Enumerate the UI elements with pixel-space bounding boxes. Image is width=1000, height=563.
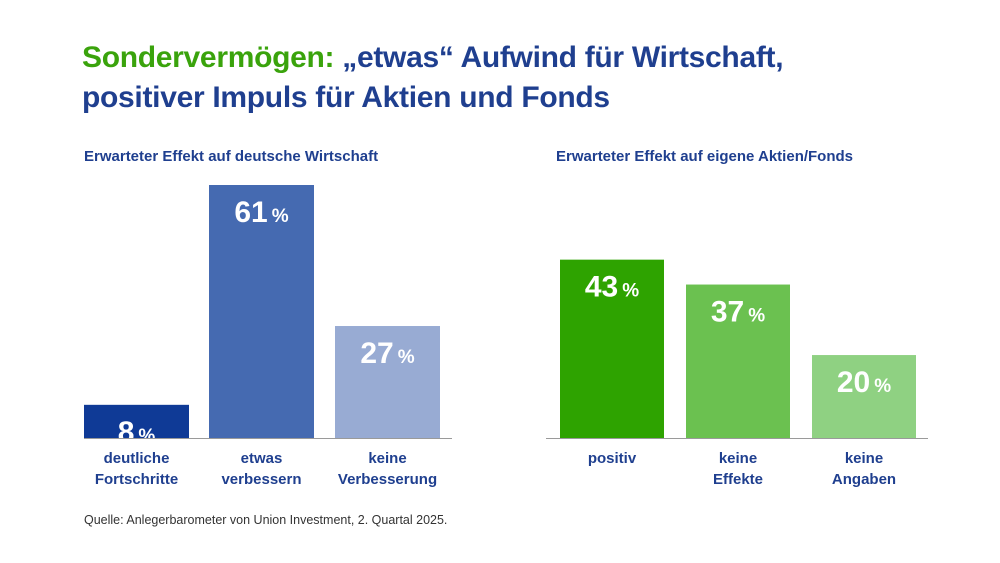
category-label: Effekte: [713, 471, 763, 488]
title-line1-rest: „etwas“ Aufwind für Wirtschaft,: [334, 41, 784, 74]
source-note: Quelle: Anlegerbarometer von Union Inves…: [84, 513, 448, 527]
bar: [335, 326, 440, 438]
category-label: keine: [719, 450, 757, 467]
category-label: Angaben: [832, 471, 896, 488]
title-line2: positiver Impuls für Aktien und Fonds: [82, 81, 610, 114]
data-label: 37%: [711, 296, 765, 329]
data-label: 20%: [837, 366, 891, 399]
right-chart-title: Erwarteter Effekt auf eigene Aktien/Fond…: [556, 148, 854, 165]
category-label: keine: [845, 450, 883, 467]
bar: [209, 185, 314, 438]
category-label: keine: [368, 450, 406, 467]
category-label: deutliche: [104, 450, 170, 467]
category-label: verbessern: [221, 471, 301, 488]
page-title: Sondervermögen: „etwas“ Aufwind für Wirt…: [82, 38, 784, 118]
category-label: positiv: [588, 450, 637, 467]
category-label: Verbesserung: [338, 471, 437, 488]
left-chart-title: Erwarteter Effekt auf deutsche Wirtschaf…: [84, 148, 379, 165]
bar: [84, 404, 189, 438]
category-label: Fortschritte: [95, 471, 178, 488]
data-label: 61%: [234, 196, 288, 229]
title-accent: Sondervermögen:: [82, 41, 335, 74]
category-label: etwas: [241, 450, 283, 467]
data-label: 43%: [585, 271, 639, 304]
data-label: 8%: [118, 416, 156, 449]
bar: [686, 284, 790, 438]
bar: [560, 259, 664, 438]
data-label: 27%: [360, 337, 414, 370]
bar: [812, 355, 916, 438]
